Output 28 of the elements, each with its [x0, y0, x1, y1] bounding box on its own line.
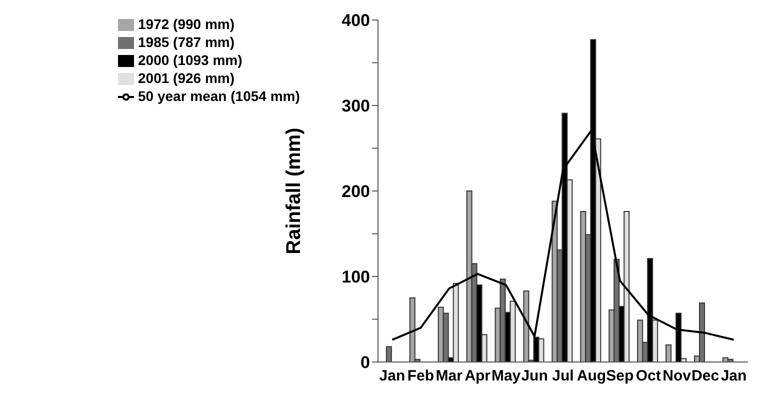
- x-tick-label: Jun: [521, 368, 548, 385]
- x-tick-label: Apr: [464, 368, 491, 385]
- y-tick-label: 400: [342, 11, 370, 30]
- x-tick-label: Oct: [636, 368, 661, 385]
- legend-label: 2001 (926 mm): [138, 70, 235, 86]
- x-tick-label: Mar: [436, 368, 463, 385]
- legend-label: 1972 (990 mm): [138, 16, 235, 32]
- bar: [523, 290, 530, 362]
- x-tick-label: Aug: [576, 368, 606, 385]
- legend-label: 1985 (787 mm): [138, 34, 235, 50]
- y-tick-label: 0: [360, 353, 370, 372]
- x-tick-label: Dec: [692, 368, 720, 385]
- bar: [386, 346, 392, 362]
- y-tick-label: 300: [342, 96, 370, 116]
- y-tick-label: 200: [342, 182, 370, 202]
- bar: [666, 344, 672, 362]
- x-tick-label: Nov: [662, 368, 692, 385]
- x-tick-label: Sep: [606, 368, 634, 385]
- x-tick-label: May: [491, 368, 522, 385]
- x-tick-label: Feb: [407, 368, 434, 385]
- x-tick-label: Jan: [720, 368, 747, 385]
- x-tick-label: Jul: [552, 368, 574, 385]
- bar: [637, 320, 644, 362]
- y-tick-label: 100: [342, 268, 370, 287]
- legend-label: 50 year mean (1054 mm): [138, 88, 300, 104]
- legend-label: 2000 (1093 mm): [138, 52, 242, 68]
- y-axis-title: Rainfall (mm): [283, 128, 306, 254]
- x-tick-label: Jan: [379, 368, 406, 385]
